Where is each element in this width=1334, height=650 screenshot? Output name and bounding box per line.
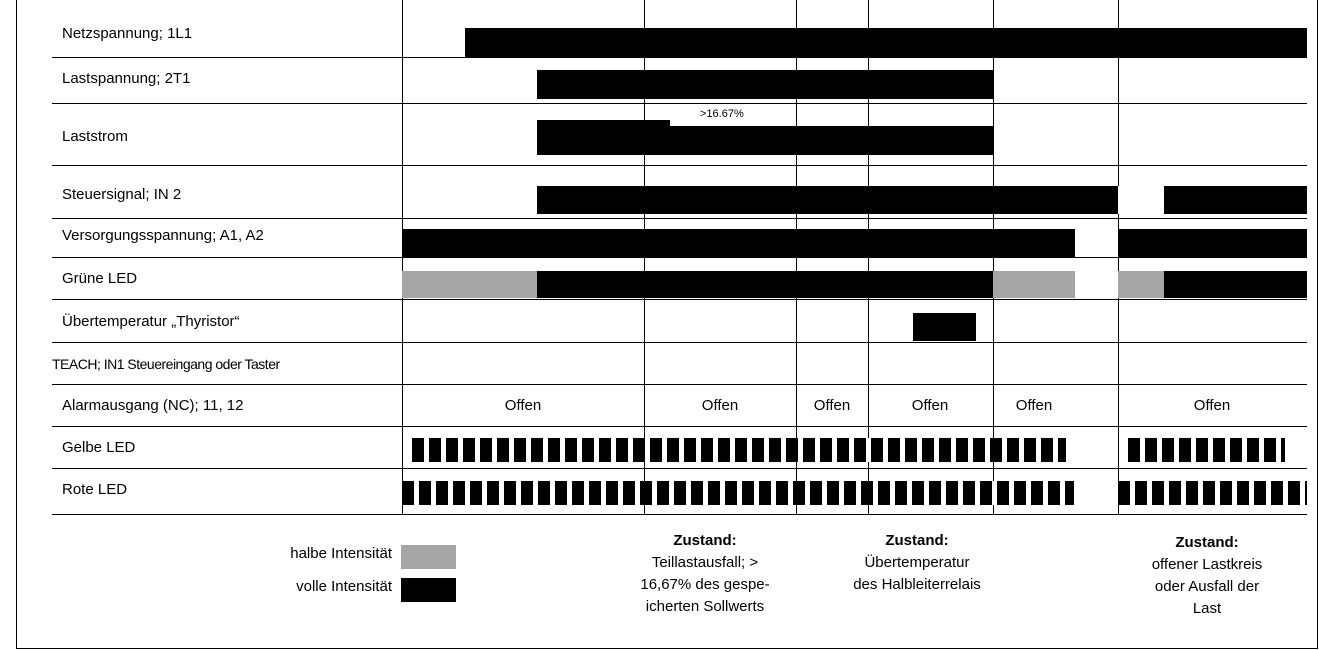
row-label-rote-led: Rote LED — [62, 481, 128, 498]
time-divider — [868, 0, 869, 514]
row-label-gelbe-led: Gelbe LED — [62, 439, 136, 456]
signal-bar-laststrom-reduced — [670, 126, 993, 155]
row-divider — [52, 57, 1307, 58]
time-divider — [993, 0, 994, 514]
state-description-3: Zustand: offener Lastkreis oder Ausfall … — [1107, 532, 1307, 620]
row-divider — [52, 257, 1307, 258]
state-line: Übertemperatur — [864, 554, 970, 571]
row-divider — [52, 218, 1307, 219]
annotation-threshold: >16.67% — [700, 108, 744, 120]
led-yellow-blink-1 — [412, 438, 1066, 462]
row-divider — [52, 103, 1307, 104]
led-red-blink-2 — [1118, 481, 1307, 505]
row-divider — [52, 514, 1307, 515]
legend-label-full: volle Intensität — [296, 578, 392, 595]
row-label-laststrom: Laststrom — [62, 128, 128, 145]
time-divider — [796, 0, 797, 514]
row-divider — [52, 468, 1307, 469]
signal-gap-steuersignal — [1118, 186, 1164, 214]
state-line: 16,67% des gespe- — [640, 576, 770, 593]
signal-bar-versorgung-2 — [1118, 229, 1307, 257]
led-green-half-3 — [1118, 271, 1164, 298]
legend-swatch-full — [401, 578, 456, 602]
alarm-state-3: Offen — [813, 397, 851, 414]
row-label-uebertemperatur: Übertemperatur „Thyristor“ — [62, 313, 240, 330]
state-line: Teillastausfall; > — [651, 554, 759, 571]
row-label-lastspannung: Lastspannung; 2T1 — [62, 70, 191, 87]
row-label-steuersignal: Steuersignal; IN 2 — [62, 186, 182, 203]
row-divider — [52, 299, 1307, 300]
row-label-versorgungsspannung: Versorgungsspannung; A1, A2 — [62, 227, 264, 244]
alarm-state-1: Offen — [504, 397, 542, 414]
row-label-alarmausgang: Alarmausgang (NC); 11, 12 — [62, 397, 244, 414]
state-line: oder Ausfall der — [1154, 578, 1260, 595]
state-line: Last — [1192, 600, 1222, 617]
time-divider — [644, 0, 645, 514]
led-green-half-2 — [993, 271, 1075, 298]
row-label-teach: TEACH; IN1 Steuereingang oder Taster — [52, 356, 280, 372]
led-yellow-blink-2 — [1128, 438, 1285, 462]
row-divider — [52, 384, 1307, 385]
led-red-blink-1 — [402, 481, 1074, 505]
led-green-full-1 — [537, 271, 993, 298]
alarm-state-2: Offen — [701, 397, 739, 414]
state-line: icherten Sollwerts — [645, 598, 765, 615]
alarm-state-4: Offen — [911, 397, 949, 414]
row-label-netzspannung: Netzspannung; 1L1 — [62, 25, 193, 42]
signal-bar-netzspannung — [465, 28, 1307, 57]
alarm-state-5: Offen — [1015, 397, 1053, 414]
signal-bar-versorgung-1 — [402, 229, 1075, 257]
diagram-frame: Netzspannung; 1L1 Lastspannung; 2T1 Last… — [16, 0, 1318, 649]
legend-label-half: halbe Intensität — [290, 545, 392, 562]
state-heading: Zustand: — [1175, 534, 1239, 551]
signal-bar-laststrom — [537, 120, 670, 155]
state-line: des Halbleiterrelais — [853, 576, 981, 593]
row-divider — [52, 165, 1307, 166]
state-heading: Zustand: — [673, 532, 737, 549]
signal-bar-uebertemperatur — [913, 313, 976, 341]
legend-swatch-half — [401, 545, 456, 569]
state-description-2: Zustand: Übertemperatur des Halbleiterre… — [822, 530, 1012, 596]
signal-bar-lastspannung — [537, 70, 993, 99]
row-divider — [52, 342, 1307, 343]
time-divider — [1118, 0, 1119, 514]
row-label-gruene-led: Grüne LED — [62, 270, 138, 287]
state-line: offener Lastkreis — [1151, 556, 1263, 573]
state-heading: Zustand: — [885, 532, 949, 549]
row-divider — [52, 426, 1307, 427]
state-description-1: Zustand: Teillastausfall; > 16,67% des g… — [605, 530, 805, 618]
led-green-half-1 — [402, 271, 537, 298]
time-divider — [402, 0, 403, 514]
alarm-state-6: Offen — [1193, 397, 1231, 414]
led-green-full-2 — [1164, 271, 1307, 298]
signal-bar-steuersignal — [537, 186, 1307, 214]
